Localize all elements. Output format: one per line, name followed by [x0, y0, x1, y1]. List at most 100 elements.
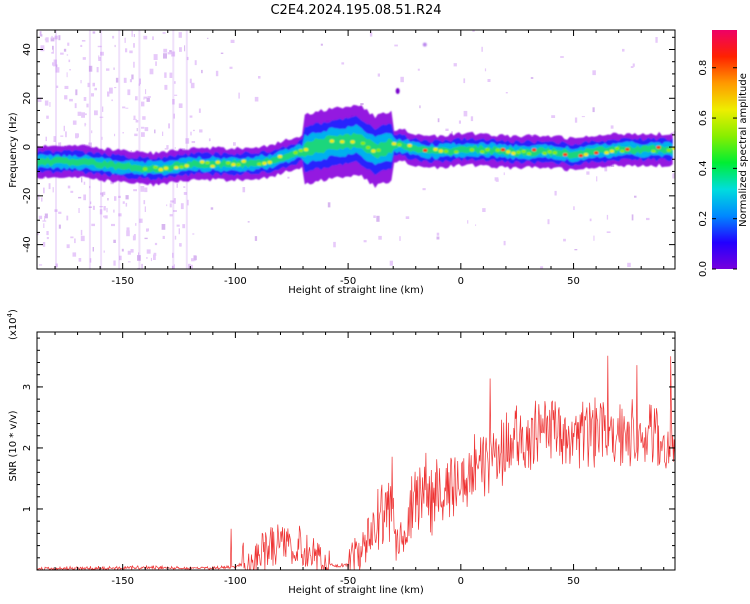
- noise-speckle: [215, 70, 219, 77]
- noise-speckle: [52, 49, 54, 54]
- noise-speckle: [141, 101, 145, 107]
- noise-speckle: [86, 103, 89, 108]
- noise-speckle: [141, 132, 145, 137]
- ridge-peak: [651, 149, 656, 153]
- noise-speckle: [137, 255, 141, 261]
- noise-speckle: [127, 250, 131, 255]
- noise-speckle: [673, 131, 675, 137]
- noise-speckle: [164, 148, 169, 150]
- noise-speckle: [377, 73, 380, 77]
- ridge-peak: [552, 151, 557, 155]
- noise-speckle: [162, 131, 164, 136]
- noise-speckle: [144, 187, 148, 193]
- noise-speckle: [86, 144, 90, 147]
- noise-speckle: [83, 97, 87, 101]
- noise-speckle: [122, 201, 125, 204]
- noise-speckle: [191, 258, 195, 262]
- noise-speckle: [125, 48, 128, 53]
- noise-speckle: [417, 68, 420, 71]
- noise-speckle: [99, 116, 104, 118]
- x-tick-label: 50: [567, 576, 580, 587]
- noise-speckle: [88, 206, 92, 208]
- spectrogram-panel: -150 -100 -50 0 50 -40 -20 0 20 40 Height of stra…: [8, 29, 676, 296]
- noise-speckle: [101, 192, 104, 197]
- noise-speckle: [133, 115, 136, 120]
- ridge-peak: [215, 160, 220, 164]
- y-tick-label: 40: [22, 43, 33, 56]
- noise-speckle: [164, 84, 168, 90]
- noise-speckle: [220, 52, 224, 54]
- noise-speckle: [172, 252, 174, 258]
- noise-speckle: [560, 56, 564, 58]
- noise-speckle: [80, 44, 83, 47]
- noise-speckle: [64, 95, 68, 100]
- noise-speckle: [92, 31, 96, 34]
- ridge-peak: [226, 161, 231, 165]
- noise-speckle: [39, 264, 43, 266]
- ridge-peak: [174, 166, 179, 170]
- y-tick-label: 2: [22, 445, 33, 451]
- noise-speckle: [193, 255, 197, 260]
- noise-speckle: [242, 187, 246, 193]
- noise-speckle: [90, 201, 92, 205]
- noise-speckle: [487, 79, 491, 82]
- noise-speckle: [178, 32, 182, 38]
- noise-speckle: [81, 112, 85, 118]
- colorbar-scale: [712, 30, 737, 269]
- x-tick-label: -50: [340, 276, 356, 287]
- noise-speckle: [596, 176, 598, 182]
- ridge-peak: [563, 153, 568, 157]
- noise-speckle: [46, 115, 49, 119]
- noise-speckle: [586, 171, 590, 175]
- colorbar-tick-label: 0.0: [698, 261, 709, 277]
- colorbar-tick-label: 0.6: [698, 110, 709, 126]
- noise-speckle: [238, 92, 240, 99]
- noise-speckle: [604, 166, 608, 172]
- noise-speckle: [114, 133, 116, 137]
- ridge-peak: [391, 142, 397, 146]
- spectrogram-marks: [37, 30, 675, 269]
- noise-speckle: [114, 87, 117, 89]
- noise-speckle: [563, 238, 566, 242]
- ridge-peak: [267, 160, 272, 164]
- snr-panel: -150 -100 -50 0 50 1 2 3 Height of straight lin…: [6, 309, 676, 596]
- noise-speckle: [113, 67, 115, 70]
- noise-speckle: [505, 92, 508, 94]
- y-tick-label: 3: [22, 384, 33, 390]
- noise-speckle: [174, 81, 176, 84]
- noise-speckle: [121, 248, 124, 252]
- noise-speckle: [470, 116, 474, 122]
- noise-speckle: [133, 234, 136, 240]
- noise-speckle: [147, 96, 151, 98]
- ridge-peak: [625, 147, 630, 151]
- noise-speckle: [376, 215, 380, 222]
- noise-speckle: [484, 68, 487, 72]
- noise-speckle: [99, 209, 103, 215]
- noise-speckle: [394, 44, 398, 47]
- noise-speckle: [124, 37, 126, 43]
- ridge-peak: [329, 139, 335, 143]
- noise-speckle: [107, 91, 110, 97]
- ridge-peak: [200, 160, 205, 164]
- noise-speckle: [463, 110, 468, 117]
- noise-speckle: [373, 215, 376, 218]
- ridge-peak: [583, 153, 589, 157]
- noise-speckle: [208, 138, 211, 142]
- noise-speckle: [169, 203, 172, 208]
- noise-speckle: [98, 55, 100, 60]
- noise-speckle: [436, 236, 440, 240]
- noise-speckle: [655, 37, 658, 43]
- noise-speckle: [80, 80, 82, 84]
- noise-speckle: [194, 60, 197, 66]
- noise-speckle: [98, 56, 101, 61]
- noise-speckle: [170, 200, 174, 203]
- ridge-peak: [143, 167, 148, 171]
- noise-speckle: [118, 213, 122, 217]
- noise-speckle: [258, 76, 261, 79]
- noise-speckle: [91, 223, 95, 227]
- noise-speckle: [634, 195, 637, 198]
- ridge-peak: [407, 143, 412, 148]
- noise-speckle: [182, 224, 186, 229]
- noise-speckle: [44, 38, 47, 41]
- spectrogram-xlabel: Height of straight line (km): [288, 285, 424, 296]
